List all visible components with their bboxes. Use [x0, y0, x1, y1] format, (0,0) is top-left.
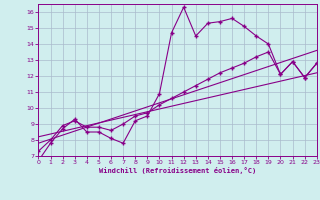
- X-axis label: Windchill (Refroidissement éolien,°C): Windchill (Refroidissement éolien,°C): [99, 167, 256, 174]
